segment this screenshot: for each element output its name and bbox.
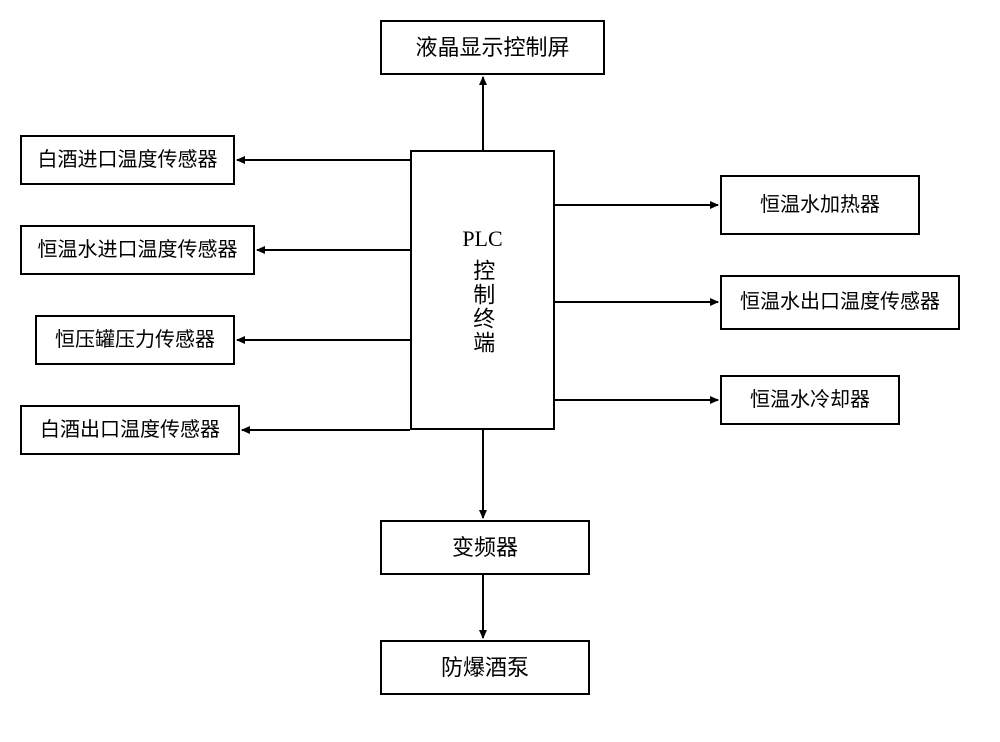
node-right2: 恒温水出口温度传感器 <box>720 275 960 330</box>
node-bottom2-label: 防爆酒泵 <box>441 654 529 682</box>
node-top-label: 液晶显示控制屏 <box>415 34 569 62</box>
node-left1-label: 白酒进口温度传感器 <box>38 148 218 173</box>
node-left4: 白酒出口温度传感器 <box>20 405 240 455</box>
node-bottom2: 防爆酒泵 <box>380 640 590 695</box>
node-left3: 恒压罐压力传感器 <box>35 315 235 365</box>
node-right1-label: 恒温水加热器 <box>760 193 880 218</box>
node-left2: 恒温水进口温度传感器 <box>20 225 255 275</box>
node-right1: 恒温水加热器 <box>720 175 920 235</box>
node-left2-label: 恒温水进口温度传感器 <box>38 238 238 263</box>
diagram-stage: PLC 控制终端 液晶显示控制屏 白酒进口温度传感器 恒温水进口温度传感器 恒压… <box>0 0 1000 742</box>
node-center-label2: 控制终端 <box>469 259 497 355</box>
node-right2-label: 恒温水出口温度传感器 <box>740 290 940 315</box>
node-left1: 白酒进口温度传感器 <box>20 135 235 185</box>
node-right3-label: 恒温水冷却器 <box>750 388 870 413</box>
node-bottom1: 变频器 <box>380 520 590 575</box>
node-top: 液晶显示控制屏 <box>380 20 605 75</box>
node-center: PLC 控制终端 <box>410 150 555 430</box>
node-bottom1-label: 变频器 <box>452 534 518 562</box>
node-left4-label: 白酒出口温度传感器 <box>40 418 220 443</box>
node-right3: 恒温水冷却器 <box>720 375 900 425</box>
node-left3-label: 恒压罐压力传感器 <box>55 328 215 353</box>
node-center-label1: PLC <box>462 225 502 253</box>
